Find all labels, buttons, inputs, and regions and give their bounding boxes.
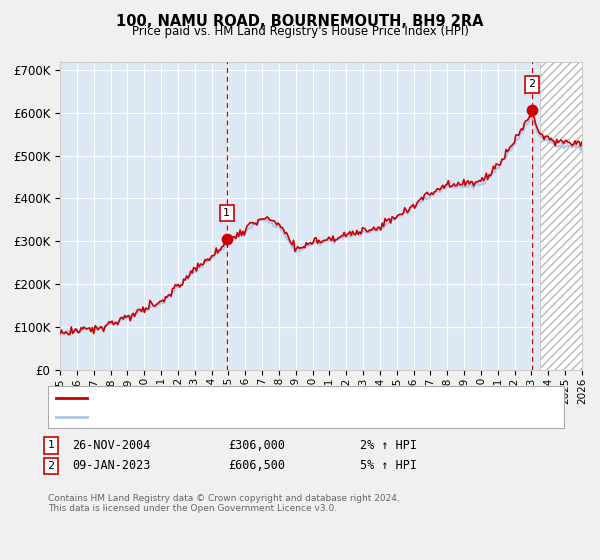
- Text: 2% ↑ HPI: 2% ↑ HPI: [360, 438, 417, 452]
- Text: 2: 2: [47, 461, 55, 471]
- Point: [222, 234, 232, 243]
- Text: 5% ↑ HPI: 5% ↑ HPI: [360, 459, 417, 473]
- Text: £606,500: £606,500: [228, 459, 285, 473]
- Text: Price paid vs. HM Land Registry's House Price Index (HPI): Price paid vs. HM Land Registry's House …: [131, 25, 469, 38]
- Bar: [540, 62, 582, 370]
- Bar: [540, 62, 582, 370]
- Text: HPI: Average price, detached house, Bournemouth Christchurch and Poole: HPI: Average price, detached house, Bour…: [93, 412, 481, 422]
- Text: 1: 1: [223, 208, 230, 218]
- Text: £306,000: £306,000: [228, 438, 285, 452]
- Text: 100, NAMU ROAD, BOURNEMOUTH, BH9 2RA (detached house): 100, NAMU ROAD, BOURNEMOUTH, BH9 2RA (de…: [93, 393, 420, 403]
- Text: Contains HM Land Registry data © Crown copyright and database right 2024.
This d: Contains HM Land Registry data © Crown c…: [48, 494, 400, 514]
- Text: 100, NAMU ROAD, BOURNEMOUTH, BH9 2RA: 100, NAMU ROAD, BOURNEMOUTH, BH9 2RA: [116, 14, 484, 29]
- Point: [527, 106, 537, 115]
- Text: 26-NOV-2004: 26-NOV-2004: [72, 438, 151, 452]
- Text: 1: 1: [47, 440, 55, 450]
- Text: 2: 2: [529, 80, 536, 90]
- Text: 09-JAN-2023: 09-JAN-2023: [72, 459, 151, 473]
